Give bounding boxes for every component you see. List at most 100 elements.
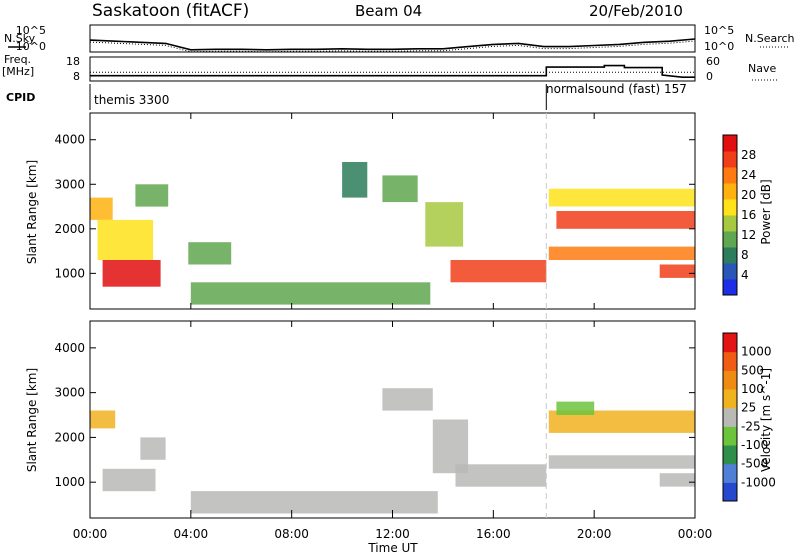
nave-tick-top: 60 bbox=[706, 55, 720, 68]
x-tick-label-0: 00:00 bbox=[73, 527, 108, 541]
nsky-tick-bottom: 10^0 bbox=[16, 40, 46, 53]
velocity-colorbar-label: Velocity [m s^-1] bbox=[759, 368, 773, 472]
velocity-swatch-4 bbox=[723, 407, 737, 427]
power-cbar-tick-6: 28 bbox=[741, 148, 756, 162]
power-region-1 bbox=[102, 260, 161, 287]
power-swatch-3 bbox=[723, 231, 737, 248]
velocity-region-4 bbox=[382, 388, 433, 411]
power-swatch-6 bbox=[723, 183, 737, 200]
x-axis-label: Time UT bbox=[367, 541, 418, 554]
nsky-tick-top: 10^5 bbox=[16, 24, 46, 37]
freq-label-line1: Freq. bbox=[4, 53, 31, 66]
cpid-label: CPID bbox=[6, 91, 35, 104]
nave-label: Nave bbox=[748, 62, 776, 75]
x-tick-label-5: 20:00 bbox=[577, 527, 612, 541]
time-axis: 00:00 04:00 08:00 12:00 16:00 20:00 00:00 bbox=[73, 113, 712, 541]
power-region-3 bbox=[135, 184, 169, 207]
power-region-12 bbox=[548, 246, 695, 260]
power-swatch-2 bbox=[723, 247, 737, 264]
power-swatch-0 bbox=[723, 279, 737, 296]
power-swatch-9 bbox=[723, 135, 737, 152]
nsky-line bbox=[89, 38, 696, 51]
power-cbar-tick-3: 16 bbox=[741, 208, 756, 222]
power-data bbox=[90, 162, 695, 305]
power-cbar-tick-5: 24 bbox=[741, 168, 756, 182]
x-tick-label-1: 04:00 bbox=[174, 527, 209, 541]
nave-tick-bottom: 0 bbox=[706, 70, 713, 83]
nsearch-line bbox=[89, 40, 696, 53]
power-ylabel: Slant Range [km] bbox=[25, 160, 39, 264]
velocity-region-8 bbox=[556, 401, 595, 415]
power-region-13 bbox=[659, 264, 695, 278]
velocity-swatch-3 bbox=[723, 426, 737, 446]
velocity-cbar-frame bbox=[722, 332, 738, 502]
velocity-region-7 bbox=[548, 410, 695, 433]
freq-panel: Freq. [MHz] 18 8 60 0 Nave bbox=[2, 53, 778, 83]
nsky-panel: N.Sky 10^5 10^0 10^5 10^0 N.Search bbox=[4, 24, 795, 53]
x-tick-label-2: 08:00 bbox=[274, 527, 309, 541]
velocity-cbar-tick-0: -1000 bbox=[741, 475, 776, 489]
velocity-swatch-5 bbox=[723, 389, 737, 409]
velocity-swatch-0 bbox=[723, 482, 737, 502]
velocity-swatch-7 bbox=[723, 351, 737, 371]
velocity-swatch-1 bbox=[723, 463, 737, 483]
nsearch-tick-top: 10^5 bbox=[704, 24, 734, 37]
power-cbar-frame bbox=[722, 134, 738, 296]
velocity-cbar-tick-5: 100 bbox=[741, 382, 764, 396]
velocity-region-0 bbox=[90, 410, 116, 429]
beam-title: Beam 04 bbox=[355, 2, 422, 20]
power-ytick-label-1: 2000 bbox=[54, 222, 85, 236]
power-ytick-label-0: 1000 bbox=[54, 266, 85, 280]
velocity-region-5 bbox=[432, 419, 469, 474]
velocity-swatch-6 bbox=[723, 370, 737, 390]
nsearch-tick-bottom: 10^0 bbox=[704, 40, 734, 53]
cpid-segment-2: normalsound (fast) 157 bbox=[546, 82, 687, 96]
freq-tick-top: 18 bbox=[66, 55, 80, 68]
power-region-9 bbox=[450, 260, 547, 283]
freq-frame bbox=[89, 56, 696, 82]
freq-line bbox=[90, 64, 695, 78]
power-region-0 bbox=[90, 197, 113, 220]
power-ytick-label-3: 4000 bbox=[54, 133, 85, 147]
power-region-2 bbox=[97, 219, 154, 260]
velocity-region-9 bbox=[548, 455, 695, 469]
power-cbar-tick-0: 4 bbox=[741, 268, 749, 282]
velocity-ytick-label-0: 1000 bbox=[54, 475, 85, 489]
cpid-segment-1: themis 3300 bbox=[94, 93, 169, 107]
velocity-cbar-tick-6: 500 bbox=[741, 363, 764, 377]
power-region-10 bbox=[548, 188, 695, 207]
power-region-4 bbox=[188, 242, 232, 265]
date-title: 20/Feb/2010 bbox=[589, 2, 683, 20]
velocity-region-10 bbox=[659, 473, 695, 487]
power-swatch-1 bbox=[723, 263, 737, 280]
velocity-region-6 bbox=[455, 464, 547, 487]
power-region-8 bbox=[425, 202, 464, 247]
velocity-region-3 bbox=[190, 491, 438, 514]
velocity-region-1 bbox=[102, 468, 156, 492]
freq-label-line2: [MHz] bbox=[2, 65, 34, 78]
power-ytick-label-2: 3000 bbox=[54, 177, 85, 191]
nsky-frame bbox=[89, 24, 696, 53]
velocity-region-2 bbox=[140, 437, 166, 460]
velocity-ytick-label-1: 2000 bbox=[54, 430, 85, 444]
x-tick-label-4: 16:00 bbox=[476, 527, 511, 541]
velocity-ylabel: Slant Range [km] bbox=[25, 368, 39, 472]
velocity-panel: 1000 2000 3000 4000 Slant Range [km] bbox=[25, 320, 696, 519]
power-cbar-tick-2: 12 bbox=[741, 228, 756, 242]
velocity-data bbox=[90, 388, 695, 514]
power-colorbar-label: Power [dB] bbox=[759, 179, 773, 244]
velocity-cbar-tick-2: -100 bbox=[741, 438, 768, 452]
cpid-strip: CPID themis 3300 normalsound (fast) 157 bbox=[6, 82, 687, 110]
power-region-6 bbox=[342, 162, 368, 198]
power-colorbar: 4 8 12 16 20 24 28 bbox=[722, 134, 756, 296]
power-swatch-5 bbox=[723, 199, 737, 216]
power-swatch-4 bbox=[723, 215, 737, 232]
velocity-ytick-label-3: 4000 bbox=[54, 341, 85, 355]
power-swatch-7 bbox=[723, 167, 737, 184]
velocity-colorbar: -1000 -500 -100 -25 25 100 500 1000 bbox=[722, 332, 776, 502]
nsearch-label: N.Search bbox=[745, 32, 795, 45]
power-region-11 bbox=[556, 211, 695, 229]
velocity-cbar-tick-4: 25 bbox=[741, 401, 756, 415]
velocity-y-axis: 1000 2000 3000 4000 bbox=[54, 341, 695, 489]
velocity-swatch-2 bbox=[723, 445, 737, 465]
